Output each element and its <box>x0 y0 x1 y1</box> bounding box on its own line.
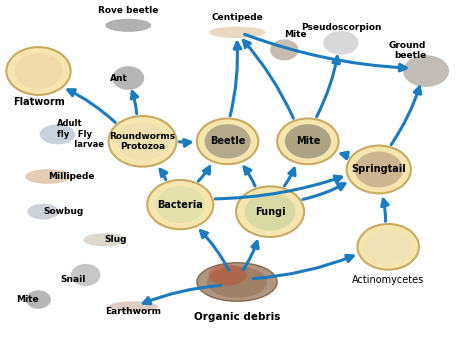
Ellipse shape <box>403 55 449 87</box>
Ellipse shape <box>26 290 51 309</box>
Ellipse shape <box>323 31 359 55</box>
Text: Flatworm: Flatworm <box>13 97 64 107</box>
Circle shape <box>109 116 176 167</box>
Ellipse shape <box>40 124 75 144</box>
Text: Sowbug: Sowbug <box>43 207 83 216</box>
Ellipse shape <box>25 169 71 184</box>
Text: Adult
fly   Fly
      larvae: Adult fly Fly larvae <box>57 119 104 149</box>
Text: Snail: Snail <box>60 275 86 284</box>
Text: Beetle: Beetle <box>210 136 245 146</box>
Circle shape <box>277 119 338 164</box>
Text: Organic debris: Organic debris <box>194 312 280 322</box>
Ellipse shape <box>108 301 158 312</box>
Circle shape <box>357 224 419 270</box>
Circle shape <box>346 145 411 193</box>
Circle shape <box>365 230 411 264</box>
Text: Fungi: Fungi <box>255 207 285 217</box>
Text: Rove beetle: Rove beetle <box>98 6 158 15</box>
Text: Roundworms
Protozoa: Roundworms Protozoa <box>109 132 175 151</box>
Circle shape <box>204 124 251 158</box>
Text: Pseudoscorpion: Pseudoscorpion <box>301 23 381 32</box>
Text: Mite: Mite <box>284 30 307 40</box>
Text: Millipede: Millipede <box>48 172 94 181</box>
Ellipse shape <box>197 263 277 301</box>
Text: Springtail: Springtail <box>351 164 406 174</box>
Ellipse shape <box>270 40 299 60</box>
Ellipse shape <box>83 233 126 246</box>
Text: Slug: Slug <box>105 235 127 244</box>
Text: Ant: Ant <box>110 73 128 83</box>
Ellipse shape <box>209 264 246 286</box>
Circle shape <box>285 124 331 158</box>
Circle shape <box>14 53 63 89</box>
Text: Mite: Mite <box>16 295 38 304</box>
Circle shape <box>245 193 296 231</box>
Circle shape <box>236 186 304 237</box>
Text: Earthworm: Earthworm <box>105 307 161 316</box>
Text: Ground
beetle: Ground beetle <box>389 41 426 60</box>
Text: Actinomycetes: Actinomycetes <box>352 275 424 285</box>
Circle shape <box>6 47 71 95</box>
Ellipse shape <box>207 266 267 298</box>
Text: Centipede: Centipede <box>211 13 263 22</box>
Ellipse shape <box>105 19 151 32</box>
Circle shape <box>117 122 168 160</box>
Circle shape <box>355 151 403 187</box>
Text: Mite: Mite <box>296 136 320 146</box>
Ellipse shape <box>209 26 265 38</box>
Ellipse shape <box>71 264 100 286</box>
Circle shape <box>197 119 258 164</box>
Text: Bacteria: Bacteria <box>157 200 203 210</box>
Ellipse shape <box>27 204 59 220</box>
Circle shape <box>147 180 213 229</box>
Circle shape <box>155 186 205 223</box>
Ellipse shape <box>112 66 144 90</box>
